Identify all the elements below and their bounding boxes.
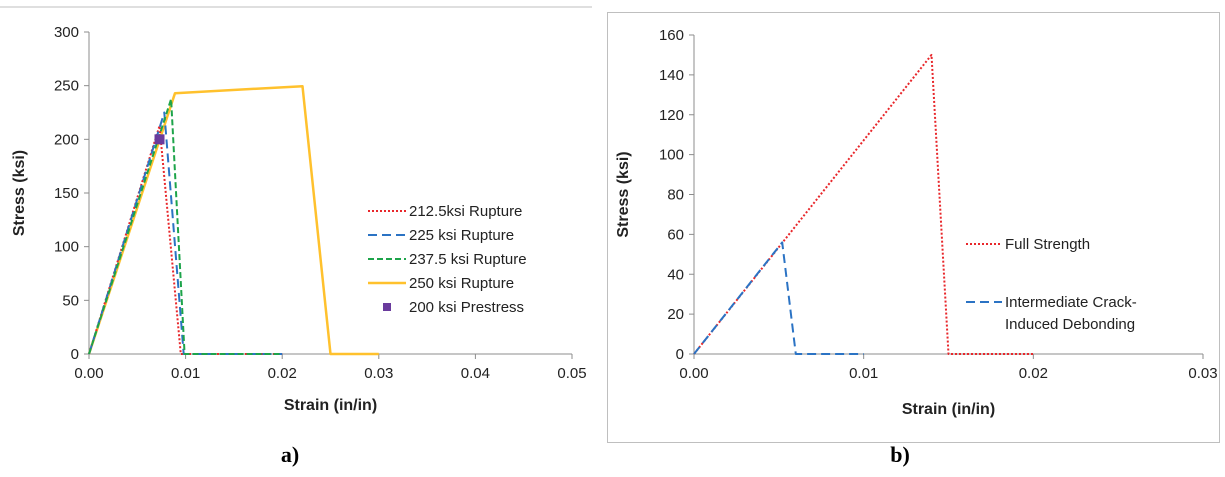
b-series-line <box>693 53 1034 355</box>
a-x-tick-label: 0.05 <box>557 365 586 382</box>
b-y-tick-label: 60 <box>667 226 684 243</box>
b-y-tick-label: 20 <box>667 306 684 323</box>
a-x-tick-label: 0.02 <box>268 365 297 382</box>
a-series-line <box>87 84 379 356</box>
b-y-tick-label: 40 <box>667 266 684 283</box>
b-y-tick-label: 160 <box>659 27 684 44</box>
a-series-line <box>88 98 283 355</box>
a-y-tick-label: 50 <box>62 292 79 309</box>
a-series-line <box>88 124 283 355</box>
b-y-tick-label: 120 <box>659 107 684 124</box>
b-legend-label: Full Strength <box>1005 236 1090 253</box>
a-legend-label: 250 ksi Rupture <box>409 275 514 292</box>
b-x-tick-label: 0.03 <box>1188 365 1217 382</box>
panel-label-b: b) <box>890 442 910 467</box>
b-y-tick-label: 140 <box>659 67 684 84</box>
b-series-line <box>693 241 864 355</box>
a-y-tick-label: 300 <box>54 24 79 41</box>
b-y-tick-label: 0 <box>676 346 684 363</box>
b-x-tick-label: 0.00 <box>679 365 708 382</box>
a-legend-label: 200 ksi Prestress <box>409 299 524 316</box>
a-x-tick-label: 0.04 <box>461 365 490 382</box>
panel-b-border <box>607 12 1220 443</box>
chart-panel-a: 0 50 100 150 200 250 300 0.00 0.01 0.02 0.03 0.04 0.… <box>11 24 587 414</box>
chart-panel-b: 0 20 40 60 80 100 120 140 160 0.00 0.01 0.02 0.03 Str… <box>615 27 1218 418</box>
a-legend-label: 237.5 ksi Rupture <box>409 251 527 268</box>
a-series-marker <box>154 134 165 145</box>
a-y-tick-label: 150 <box>54 185 79 202</box>
a-x-tick-label: 0.00 <box>74 365 103 382</box>
a-y-tick-label: 200 <box>54 131 79 148</box>
b-y-tick-label: 100 <box>659 147 684 164</box>
a-x-tick-label: 0.03 <box>364 365 393 382</box>
b-x-tick-label: 0.02 <box>1019 365 1048 382</box>
a-y-tick-label: 100 <box>54 239 79 256</box>
panel-label-a: a) <box>281 442 299 467</box>
a-legend-label: 225 ksi Rupture <box>409 227 514 244</box>
b-legend-label: Intermediate Crack-Induced Debonding <box>1005 294 1137 333</box>
b-x-axis-title: Strain (in/in) <box>902 401 995 418</box>
b-x-tick-label: 0.01 <box>849 365 878 382</box>
a-y-tick-label: 0 <box>71 346 79 363</box>
a-legend-swatch <box>383 303 391 311</box>
b-y-axis-title: Stress (ksi) <box>615 151 632 237</box>
a-x-tick-label: 0.01 <box>171 365 200 382</box>
a-legend-label: 212.5ksi Rupture <box>409 203 522 220</box>
a-y-tick-label: 250 <box>54 78 79 95</box>
a-series-line <box>88 111 283 355</box>
b-y-tick-label: 80 <box>667 187 684 204</box>
a-x-axis-title: Strain (in/in) <box>284 397 377 414</box>
a-y-axis-title: Stress (ksi) <box>11 150 28 236</box>
